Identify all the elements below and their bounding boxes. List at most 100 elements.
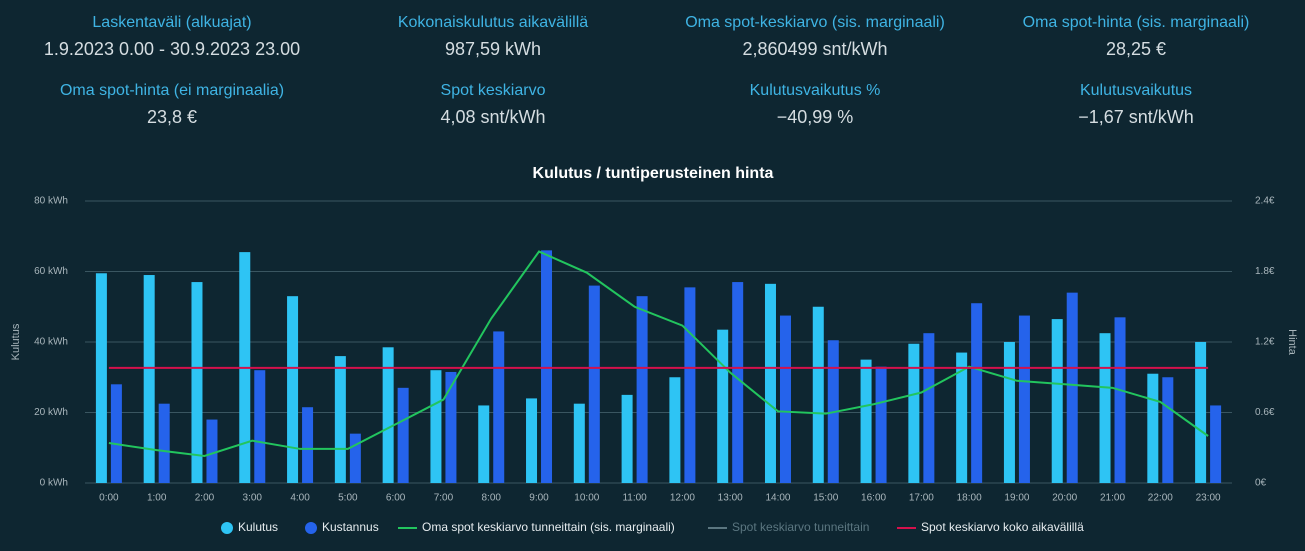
x-tick-label: 20:00 (1052, 493, 1077, 504)
y-axis-title: Kulutus (10, 323, 22, 360)
bar (1147, 373, 1159, 483)
y2-tick-label: 1.2€ (1255, 337, 1275, 348)
bar (1051, 319, 1063, 483)
stat-label: Kokonaiskulutus aikavälillä (397, 14, 589, 31)
stat: Oma spot-hinta (sis. marginaali) 28,25 € (976, 14, 1296, 60)
bar (526, 398, 538, 483)
bar (812, 306, 824, 483)
y2-tick-label: 0€ (1255, 478, 1267, 489)
bar (908, 343, 920, 483)
bar (349, 433, 361, 483)
bar (334, 356, 346, 483)
bar (254, 370, 266, 483)
stat-value: −40,99 % (776, 107, 854, 127)
stat-value: 23,8 € (146, 107, 198, 127)
bar (669, 377, 681, 483)
x-tick-label: 19:00 (1004, 493, 1029, 504)
x-tick-label: 15:00 (813, 493, 838, 504)
stat: Kulutusvaikutus % −40,99 % (655, 82, 975, 128)
bar (206, 419, 218, 483)
legend-label[interactable]: Spot keskiarvo koko aikavälillä (921, 520, 1084, 534)
stat-label: Oma spot-hinta (ei marginaalia) (59, 82, 285, 99)
bar (636, 296, 648, 483)
bar (1114, 317, 1126, 483)
legend-label[interactable]: Oma spot keskiarvo tunneittain (sis. mar… (422, 520, 675, 534)
x-tick-label: 10:00 (574, 493, 599, 504)
y-tick-label: 20 kWh (34, 407, 68, 418)
stat-value: −1,67 snt/kWh (1078, 107, 1194, 127)
x-tick-label: 4:00 (290, 493, 310, 504)
x-tick-label: 21:00 (1100, 493, 1125, 504)
x-tick-label: 14:00 (765, 493, 790, 504)
bar (1018, 315, 1030, 483)
stat: Kulutusvaikutus −1,67 snt/kWh (976, 82, 1296, 128)
x-tick-label: 6:00 (386, 493, 406, 504)
bar (956, 352, 968, 483)
y-tick-label: 80 kWh (34, 196, 68, 207)
stat-label: Kulutusvaikutus (1079, 82, 1193, 99)
x-tick-label: 13:00 (718, 493, 743, 504)
stat-value: 2,860499 snt/kWh (742, 39, 888, 59)
bar (445, 371, 457, 483)
bar (397, 387, 409, 483)
bar (110, 384, 122, 483)
bar (493, 331, 505, 483)
bar (1003, 342, 1015, 483)
bar (621, 394, 633, 483)
stat: Oma spot-hinta (ei marginaalia) 23,8 € (12, 82, 332, 128)
bar (382, 347, 394, 483)
bar (430, 370, 442, 483)
bar (1195, 342, 1207, 483)
bar (478, 405, 490, 483)
stat: Kokonaiskulutus aikavälillä 987,59 kWh (333, 14, 653, 60)
legend-label[interactable]: Kustannus (322, 520, 379, 534)
bar (1066, 292, 1078, 483)
bar (95, 273, 107, 483)
bar (732, 282, 744, 483)
line (108, 250, 1209, 457)
stat-label: Spot keskiarvo (440, 82, 546, 99)
x-tick-label: 3:00 (243, 493, 263, 504)
bar (1162, 377, 1174, 483)
stat-value: 28,25 € (1105, 39, 1167, 59)
x-tick-label: 1:00 (147, 493, 167, 504)
bar (143, 275, 155, 483)
stat-label: Oma spot-hinta (sis. marginaali) (1022, 14, 1250, 31)
stat-value: 1.9.2023 0.00 - 30.9.2023 23.00 (43, 39, 301, 59)
bar (191, 282, 203, 483)
legend-swatch (305, 522, 317, 534)
legend-swatch (221, 522, 233, 534)
x-tick-label: 2:00 (195, 493, 215, 504)
x-tick-label: 0:00 (99, 493, 119, 504)
bar (541, 250, 553, 483)
y2-axis-title: Hinta (1286, 329, 1298, 356)
stat-value: 987,59 kWh (444, 39, 542, 59)
bar (860, 359, 872, 483)
x-tick-label: 22:00 (1148, 493, 1173, 504)
legend-label[interactable]: Spot keskiarvo tunneittain (732, 520, 869, 534)
stat-label: Oma spot-keskiarvo (sis. marginaali) (685, 14, 945, 31)
x-tick-label: 7:00 (434, 493, 454, 504)
bar (158, 403, 170, 483)
bar (764, 283, 776, 483)
bar (875, 366, 887, 483)
stat-label: Laskentaväli (alkuajat) (92, 14, 252, 31)
stat-label: Kulutusvaikutus % (749, 82, 881, 99)
legend-label[interactable]: Kulutus (238, 520, 278, 534)
bar (717, 329, 729, 483)
x-tick-label: 23:00 (1196, 493, 1221, 504)
chart-title: Kulutus / tuntiperusteinen hinta (533, 165, 774, 182)
x-tick-label: 17:00 (909, 493, 934, 504)
bar (684, 287, 696, 483)
x-tick-label: 16:00 (861, 493, 886, 504)
stat: Laskentaväli (alkuajat) 1.9.2023 0.00 - 3… (12, 14, 332, 60)
y-tick-label: 60 kWh (34, 266, 68, 277)
bar (588, 285, 600, 483)
y-tick-label: 0 kWh (40, 478, 68, 489)
bar (1210, 405, 1222, 483)
bar (573, 403, 585, 483)
y2-tick-label: 1.8€ (1255, 266, 1275, 277)
bar (971, 303, 983, 483)
